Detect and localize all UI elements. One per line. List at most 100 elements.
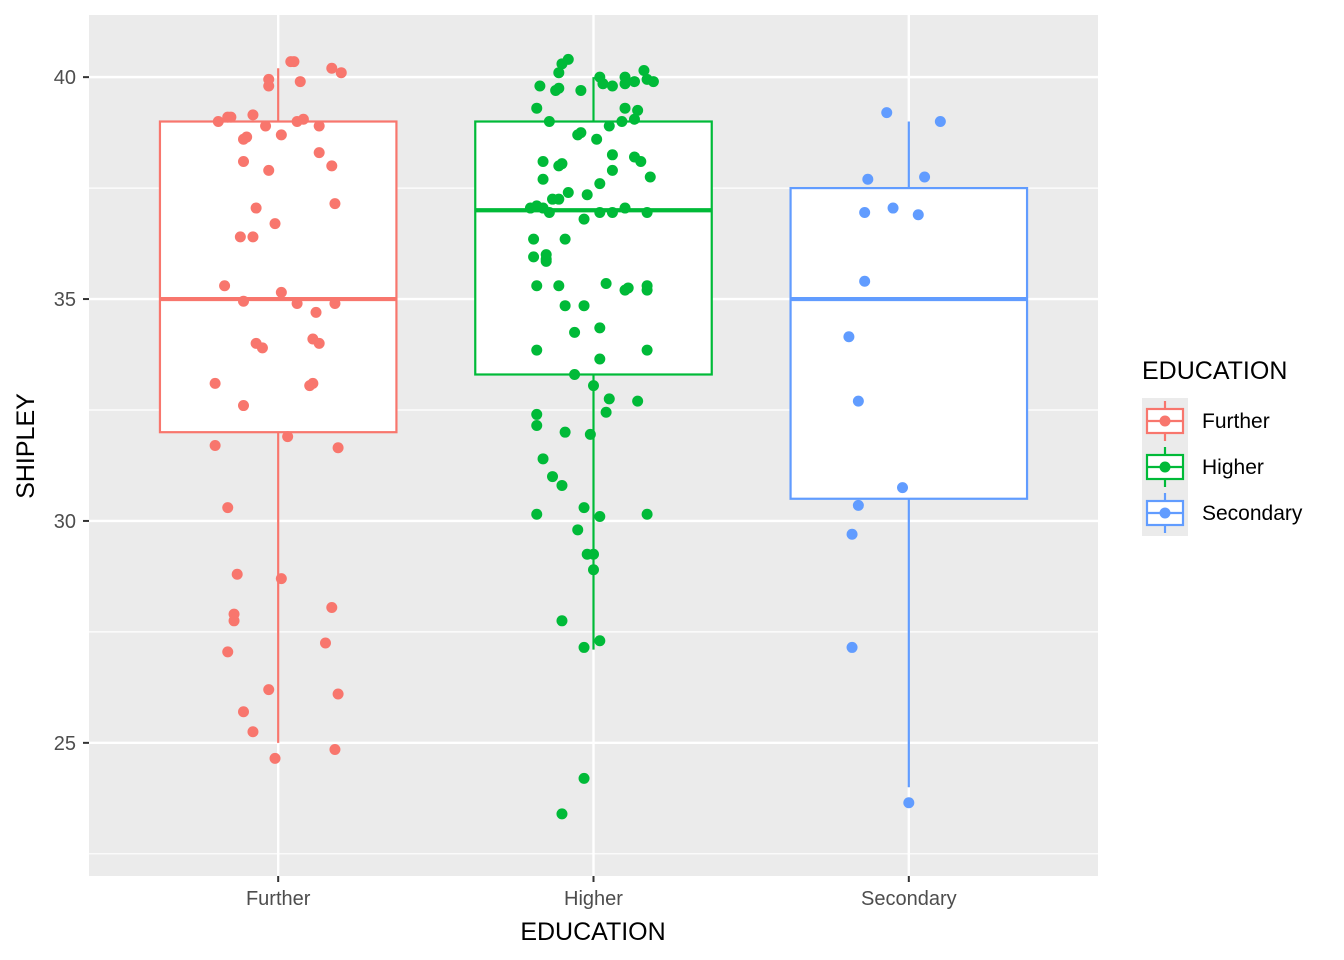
data-point xyxy=(562,187,574,199)
data-point xyxy=(578,502,590,514)
data-point xyxy=(260,120,272,132)
data-point xyxy=(569,368,581,380)
data-point xyxy=(852,499,864,511)
data-point xyxy=(247,231,259,243)
points-secondary xyxy=(843,107,946,809)
data-point xyxy=(553,193,565,205)
data-point xyxy=(616,116,628,128)
iqr-box xyxy=(789,186,1029,500)
data-point xyxy=(912,209,924,221)
data-point xyxy=(222,502,234,514)
data-point xyxy=(219,280,231,292)
data-point xyxy=(531,408,543,420)
data-point xyxy=(569,326,581,338)
x-tick-label: Secondary xyxy=(861,888,957,910)
data-point xyxy=(897,482,909,494)
data-point xyxy=(228,615,240,627)
data-point xyxy=(600,406,612,418)
data-point xyxy=(537,453,549,465)
data-point xyxy=(250,202,262,214)
data-point xyxy=(556,158,568,170)
boxes-layer xyxy=(158,68,1029,788)
legend-title: EDUCATION xyxy=(1142,357,1287,385)
box-further xyxy=(158,68,398,743)
data-point xyxy=(846,528,858,540)
data-point xyxy=(556,615,568,627)
data-point xyxy=(628,113,640,125)
data-point xyxy=(562,53,574,65)
data-point xyxy=(288,56,300,68)
data-point xyxy=(606,149,618,161)
data-point xyxy=(594,178,606,190)
y-tick-label: 25 xyxy=(54,733,76,755)
data-point xyxy=(553,67,565,79)
data-point xyxy=(256,342,268,354)
data-point xyxy=(575,84,587,96)
x-axis: Further Higher Secondary xyxy=(246,876,957,910)
data-point xyxy=(919,171,931,183)
data-point xyxy=(852,395,864,407)
data-point xyxy=(547,471,559,483)
points-further xyxy=(209,56,347,764)
data-point xyxy=(310,306,322,318)
data-point xyxy=(638,64,650,76)
data-point xyxy=(326,160,338,172)
data-point xyxy=(859,275,871,287)
data-point xyxy=(603,393,615,405)
data-point xyxy=(534,80,546,92)
data-point xyxy=(531,420,543,432)
data-point xyxy=(238,155,250,167)
points-higher xyxy=(524,53,659,820)
data-point xyxy=(222,646,234,658)
data-point xyxy=(588,380,599,392)
legend-entry-further: Further xyxy=(1142,398,1270,444)
data-point xyxy=(594,322,606,334)
legend-key-point xyxy=(1159,461,1171,473)
data-point xyxy=(887,202,899,214)
data-point xyxy=(543,206,555,218)
data-point xyxy=(606,80,618,92)
data-point xyxy=(572,524,584,536)
data-point xyxy=(212,116,224,128)
data-point xyxy=(291,297,303,309)
data-point xyxy=(641,284,653,296)
data-point xyxy=(578,772,590,784)
data-point xyxy=(209,440,221,451)
data-point xyxy=(531,280,543,292)
data-point xyxy=(597,78,609,90)
data-point xyxy=(647,76,659,88)
x-axis-title: EDUCATION xyxy=(520,918,665,946)
data-point xyxy=(313,120,325,132)
data-point xyxy=(559,300,571,312)
data-point xyxy=(606,164,618,176)
y-axis: 25 30 35 40 xyxy=(54,67,89,755)
data-point xyxy=(859,206,871,218)
legend-label: Higher xyxy=(1202,456,1264,479)
points-layer xyxy=(209,53,946,820)
data-point xyxy=(531,508,543,520)
data-point xyxy=(584,428,596,440)
data-point xyxy=(553,82,565,94)
data-point xyxy=(903,797,915,809)
data-point xyxy=(247,726,259,738)
data-point xyxy=(588,548,599,560)
data-point xyxy=(606,206,618,218)
data-point xyxy=(247,109,259,121)
data-point xyxy=(594,353,606,365)
legend-label: Further xyxy=(1202,410,1270,433)
data-point xyxy=(332,688,344,700)
data-point xyxy=(319,637,331,649)
data-point xyxy=(234,231,246,243)
data-point xyxy=(275,286,287,298)
data-point xyxy=(263,164,275,176)
data-point xyxy=(594,511,606,523)
data-point xyxy=(559,233,571,245)
data-point xyxy=(632,104,644,116)
data-point xyxy=(275,129,287,141)
x-tick-label: Further xyxy=(246,888,311,910)
data-point xyxy=(628,76,640,88)
data-point xyxy=(556,479,568,491)
data-point xyxy=(528,233,540,245)
data-point xyxy=(619,71,631,83)
